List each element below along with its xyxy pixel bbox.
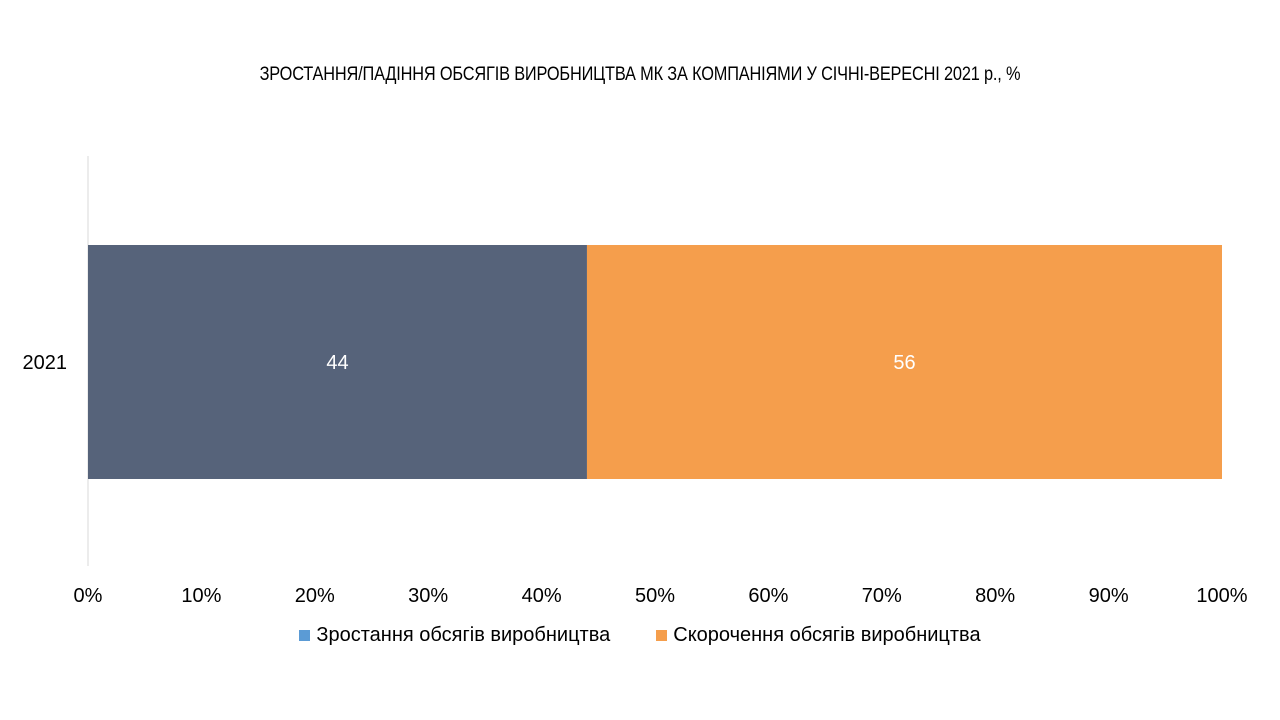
x-tick-label-3: 30% <box>408 585 448 607</box>
legend-label-decline: Скорочення обсягів виробництва <box>673 624 981 646</box>
chart-title: ЗРОСТАННЯ/ПАДІННЯ ОБСЯГІВ ВИРОБНИЦТВА МК… <box>259 64 1021 85</box>
legend-swatch-growth <box>299 630 311 641</box>
legend-item-growth: Зростання обсягів виробництва <box>299 624 610 647</box>
x-tick-label-7: 70% <box>862 585 902 607</box>
legend-swatch-decline <box>656 630 668 641</box>
category-label-0: 2021 <box>23 352 68 374</box>
x-tick-label-6: 60% <box>748 585 788 607</box>
x-tick-label-10: 100% <box>1196 585 1247 607</box>
legend-item-decline: Скорочення обсягів виробництва <box>656 624 981 647</box>
data-label-1: 56 <box>893 352 915 374</box>
x-tick-label-9: 90% <box>1089 585 1129 607</box>
x-tick-label-2: 20% <box>295 585 335 607</box>
x-tick-label-8: 80% <box>975 585 1015 607</box>
bar-segment-0 <box>88 245 587 479</box>
x-tick-label-4: 40% <box>522 585 562 607</box>
bar-segment-1 <box>586 245 1222 479</box>
data-label-0: 44 <box>326 352 348 374</box>
x-tick-label-1: 10% <box>181 585 221 607</box>
chart-legend: Зростання обсягів виробництва Скорочення… <box>0 624 1280 647</box>
legend-label-growth: Зростання обсягів виробництва <box>316 624 611 646</box>
x-tick-label-0: 0% <box>74 585 103 607</box>
x-tick-label-5: 50% <box>635 585 675 607</box>
